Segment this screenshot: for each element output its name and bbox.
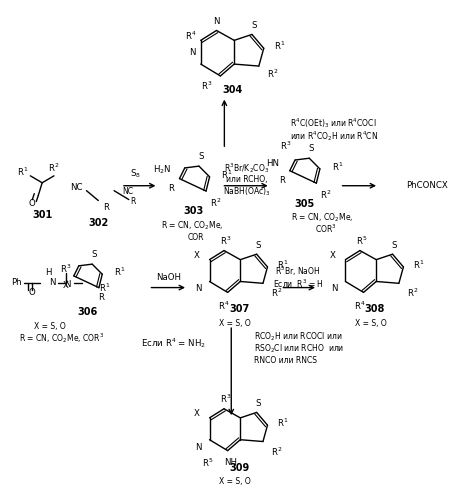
Text: R: R	[103, 203, 109, 212]
Text: HN: HN	[266, 160, 280, 168]
Text: X: X	[330, 250, 335, 260]
Text: S: S	[392, 241, 397, 250]
Text: R$^2$: R$^2$	[271, 287, 282, 300]
Text: COR$^3$: COR$^3$	[315, 223, 337, 235]
Text: R: R	[279, 176, 285, 185]
Text: 309: 309	[229, 462, 249, 472]
Text: X: X	[194, 250, 200, 260]
Text: R = CN, CO$_2$Me,: R = CN, CO$_2$Me,	[291, 211, 353, 224]
Text: Если  R$^3$ = H: Если R$^3$ = H	[273, 278, 324, 290]
Text: X: X	[63, 282, 69, 290]
Text: S: S	[309, 144, 314, 153]
Text: R$^5$: R$^5$	[356, 234, 368, 247]
Text: R$^2$: R$^2$	[271, 445, 282, 458]
Text: S: S	[198, 152, 204, 161]
Text: N: N	[195, 284, 201, 294]
Text: S$_8$: S$_8$	[130, 168, 141, 180]
Text: 304: 304	[222, 85, 243, 95]
Text: R$^2$: R$^2$	[407, 287, 418, 300]
Text: X: X	[194, 409, 200, 418]
Text: S: S	[256, 241, 261, 250]
Text: R$^3$Br/K$_2$CO$_3$: R$^3$Br/K$_2$CO$_3$	[225, 161, 270, 175]
Text: R$^1$: R$^1$	[221, 168, 233, 181]
Text: R$^3$: R$^3$	[201, 80, 213, 92]
Text: или R$^4$CO$_2$H или R$^4$CN: или R$^4$CO$_2$H или R$^4$CN	[290, 130, 378, 143]
Text: 301: 301	[32, 210, 52, 220]
Text: NC: NC	[122, 187, 134, 196]
Text: 302: 302	[88, 218, 109, 228]
Text: N: N	[213, 17, 220, 26]
Text: 307: 307	[229, 304, 249, 314]
Text: R$^1$: R$^1$	[277, 417, 289, 430]
Text: NaBH(OAc)$_3$: NaBH(OAc)$_3$	[223, 186, 271, 198]
Text: R$^5$: R$^5$	[202, 456, 214, 468]
Text: H: H	[45, 268, 51, 277]
Text: R: R	[169, 184, 175, 193]
Text: N: N	[195, 442, 201, 452]
Text: R$^3$: R$^3$	[220, 234, 231, 247]
Text: или RCHO,: или RCHO,	[226, 176, 268, 184]
Text: S: S	[91, 250, 97, 259]
Text: NaOH: NaOH	[156, 273, 181, 282]
Text: R$^4$: R$^4$	[185, 29, 197, 42]
Text: R$^3$: R$^3$	[280, 140, 291, 152]
Text: R$^3$: R$^3$	[220, 392, 231, 405]
Text: N: N	[189, 48, 196, 56]
Text: R$^1$: R$^1$	[274, 40, 285, 52]
Text: R = CN, CO$_2$Me,: R = CN, CO$_2$Me,	[161, 219, 223, 232]
Text: H$_2$N: H$_2$N	[153, 164, 171, 176]
Text: R$^1$: R$^1$	[277, 259, 289, 271]
Text: O: O	[29, 288, 36, 297]
Text: N: N	[49, 278, 55, 287]
Text: X = S, O: X = S, O	[355, 318, 387, 328]
Text: R$^4$: R$^4$	[218, 300, 230, 312]
Text: S: S	[256, 399, 261, 408]
Text: X = S, O: X = S, O	[219, 318, 251, 328]
Text: R$^4$C(OEt)$_3$ или R$^4$COCl: R$^4$C(OEt)$_3$ или R$^4$COCl	[290, 116, 377, 130]
Text: R$^5$Br, NaOH: R$^5$Br, NaOH	[275, 265, 321, 278]
Text: S: S	[251, 21, 257, 30]
Text: NH: NH	[224, 458, 237, 467]
Text: 303: 303	[184, 206, 204, 216]
Text: 306: 306	[77, 308, 97, 318]
Text: R$^2$: R$^2$	[267, 68, 278, 80]
Text: RCO$_2$H или RCOCl или: RCO$_2$H или RCOCl или	[254, 331, 342, 344]
Text: R$^1$: R$^1$	[332, 160, 343, 173]
Text: R$^1$: R$^1$	[413, 259, 425, 271]
Text: 305: 305	[294, 198, 314, 208]
Text: R = CN, CO$_2$Me, COR$^3$: R = CN, CO$_2$Me, COR$^3$	[19, 331, 104, 345]
Text: R$^2$: R$^2$	[210, 196, 221, 209]
Text: R$^2$: R$^2$	[320, 189, 332, 201]
Text: COR: COR	[188, 232, 204, 241]
Text: X = S, O: X = S, O	[219, 477, 251, 486]
Text: Если R$^4$ = NH$_2$: Если R$^4$ = NH$_2$	[140, 336, 206, 350]
Text: RNCO или RNCS: RNCO или RNCS	[254, 356, 317, 366]
Text: R$^1$: R$^1$	[98, 282, 110, 294]
Text: R$^2$: R$^2$	[49, 162, 60, 174]
Text: X = S, O: X = S, O	[34, 322, 66, 330]
Text: N: N	[65, 280, 71, 289]
Text: R$^1$: R$^1$	[114, 266, 125, 278]
Text: O: O	[29, 199, 36, 208]
Text: N: N	[331, 284, 338, 294]
Text: PhCONCX: PhCONCX	[407, 181, 448, 190]
Text: R$^4$: R$^4$	[354, 300, 365, 312]
Text: R: R	[98, 293, 104, 302]
Text: Ph: Ph	[11, 278, 22, 287]
Text: 308: 308	[365, 304, 385, 314]
Text: R$^1$: R$^1$	[17, 166, 28, 178]
Text: R$^3$: R$^3$	[60, 262, 72, 275]
Text: RSO$_2$Cl или RCHO  или: RSO$_2$Cl или RCHO или	[254, 342, 344, 355]
Text: NC: NC	[70, 183, 83, 192]
Text: R: R	[130, 197, 135, 206]
